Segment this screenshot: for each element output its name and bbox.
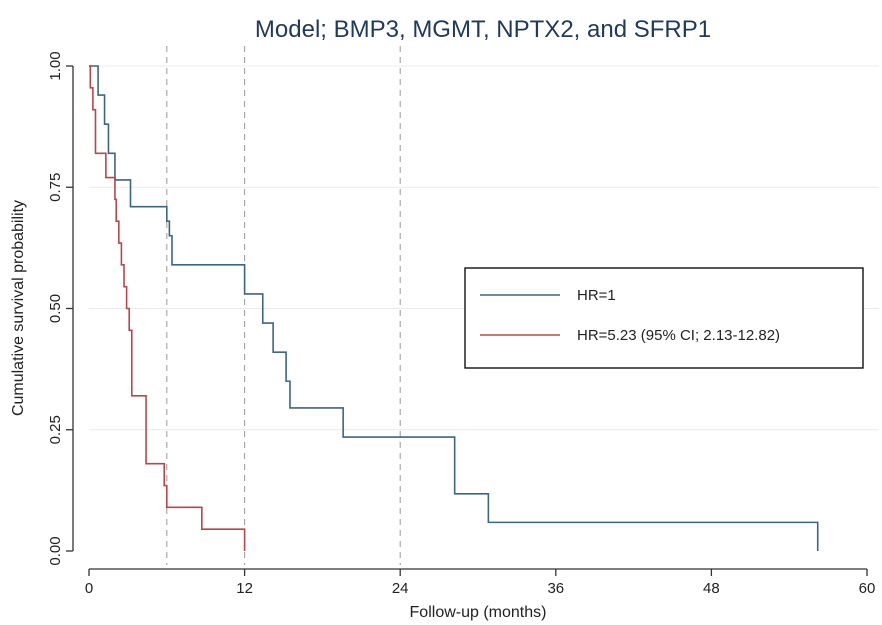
series-line-1 bbox=[89, 65, 819, 551]
y-tick-label: 1.00 bbox=[47, 51, 64, 80]
series-line-2 bbox=[89, 65, 246, 551]
grid-lines bbox=[89, 65, 879, 431]
x-tick-label: 12 bbox=[236, 580, 253, 597]
legend-label: HR=1 bbox=[577, 287, 616, 304]
y-tick-label: 0.50 bbox=[47, 294, 64, 323]
legend-box bbox=[464, 267, 864, 369]
axes: 0.00 0.25 0.50 0.75 1.00 0 12 24 36 48 60 bbox=[47, 51, 875, 597]
y-tick-label: 0.00 bbox=[47, 536, 64, 565]
x-tick-label: 60 bbox=[859, 580, 876, 597]
x-tick-label: 0 bbox=[85, 580, 93, 597]
legend-label: HR=5.23 (95% CI; 2.13-12.82) bbox=[577, 327, 780, 344]
x-tick-label: 36 bbox=[547, 580, 564, 597]
x-tick-label: 48 bbox=[703, 580, 720, 597]
series-lines bbox=[89, 65, 819, 551]
y-tick-label: 0.75 bbox=[47, 173, 64, 202]
legend: HR=1 HR=5.23 (95% CI; 2.13-12.82) bbox=[464, 267, 864, 369]
x-axis-title: Follow-up (months) bbox=[410, 604, 547, 621]
y-tick-label: 0.25 bbox=[47, 415, 64, 444]
reference-lines bbox=[166, 46, 401, 565]
chart-title: Model; BMP3, MGMT, NPTX2, and SFRP1 bbox=[255, 16, 711, 43]
x-tick-label: 24 bbox=[392, 580, 409, 597]
y-axis-title: Cumulative survival probability bbox=[10, 200, 27, 416]
